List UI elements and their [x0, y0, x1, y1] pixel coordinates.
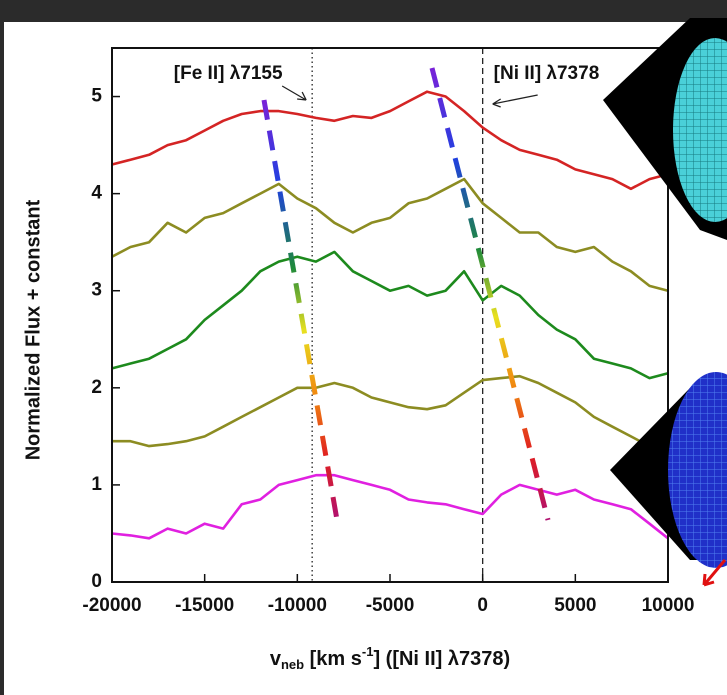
model-mesh — [668, 372, 727, 568]
x-tick-label: -5000 — [366, 595, 415, 616]
series-line — [111, 177, 669, 292]
series-line — [111, 90, 669, 191]
annotation-arrow — [492, 94, 538, 108]
x-axis-label: vneb [km s-1] ([Ni II] λ7378) — [270, 644, 510, 672]
y-axis-label: Normalized Flux + constant — [22, 199, 44, 460]
x-tick-label: 0 — [477, 595, 488, 616]
y-tick-label: 2 — [91, 377, 102, 398]
series-line — [111, 250, 669, 380]
y-tick-label: 0 — [91, 571, 102, 592]
x-tick-label: 5000 — [554, 595, 596, 616]
guide-dash — [261, 99, 340, 521]
guide-dash — [429, 67, 551, 521]
plot: 0 1 2 3 4 5 -20000 -15000 -10000 -5000 0 5000 10000 N… — [22, 47, 695, 672]
arrow — [702, 559, 727, 587]
annotation-arrow — [281, 85, 307, 101]
x-axis-label-part: v — [270, 648, 282, 670]
x-axis-label-part: ] ([Ni II] λ7378) — [373, 648, 510, 670]
x-tick-label: 10000 — [642, 595, 695, 616]
x-tick-label: -10000 — [268, 595, 327, 616]
y-tick-label: 4 — [91, 183, 102, 204]
annotation: [Ni II] λ7378 — [494, 63, 600, 84]
x-axis-label-part: neb — [281, 657, 304, 672]
x-axis-label-part: [km s — [304, 648, 362, 670]
x-tick-label: -20000 — [82, 595, 141, 616]
y-tick-label: 1 — [91, 474, 102, 495]
x-tick-label: -15000 — [175, 595, 234, 616]
x-axis-label-part: -1 — [362, 644, 374, 659]
model-mesh — [673, 38, 727, 222]
series-line — [112, 374, 669, 457]
annotation: [Fe II] λ7155 — [174, 63, 283, 84]
y-tick-label: 5 — [91, 86, 102, 107]
y-tick-label: 3 — [91, 280, 102, 301]
series-line — [111, 473, 669, 540]
